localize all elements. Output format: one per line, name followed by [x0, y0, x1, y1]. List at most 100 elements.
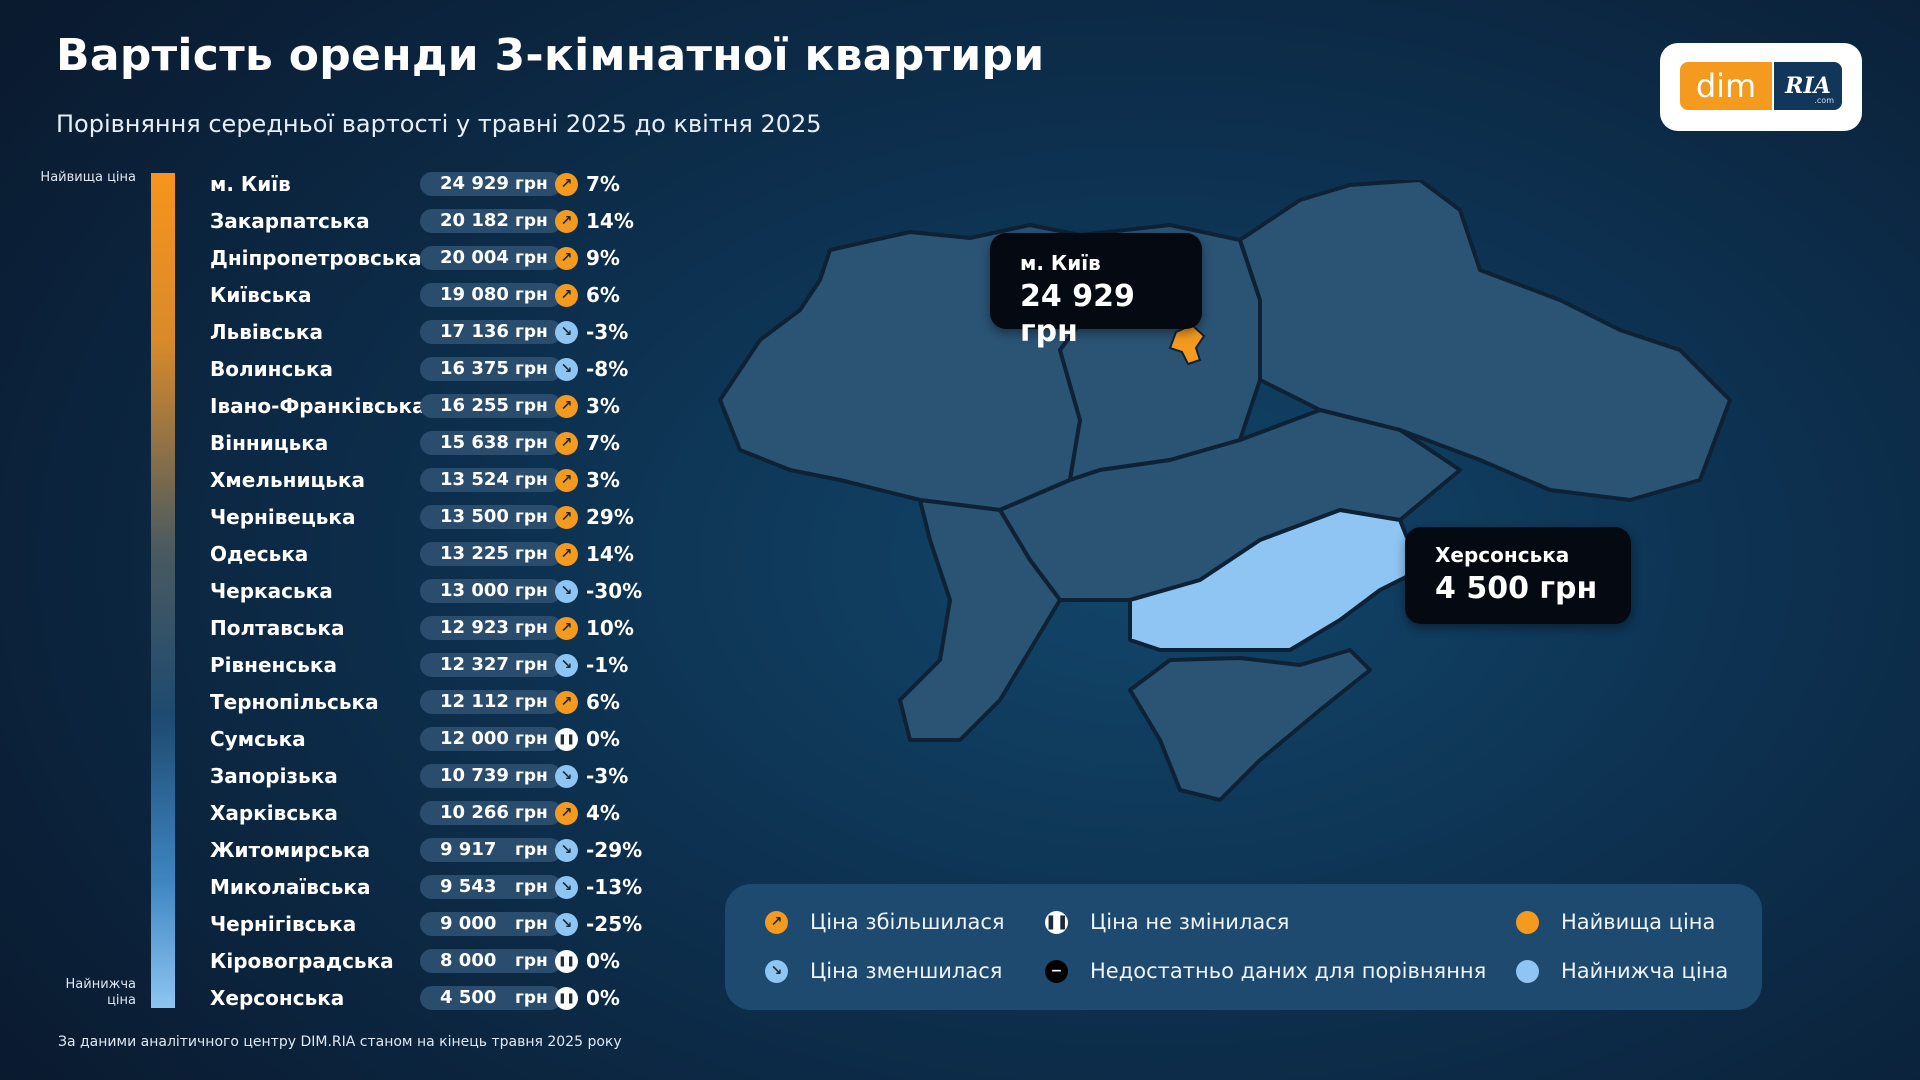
- highest-dot-icon: [1516, 911, 1539, 934]
- table-row: Івано-Франківська 16 255 грн ↗ 3%: [0, 391, 660, 421]
- currency-label: грн: [515, 248, 548, 268]
- price-pill: [420, 949, 562, 973]
- region-name: Рівненська: [210, 653, 337, 677]
- callout-kherson-name: Херсонська: [1435, 543, 1570, 567]
- pause-icon: ❚❚: [555, 950, 578, 973]
- price-value: 19 080: [440, 284, 509, 305]
- arrow-down-right-icon: ↘: [555, 839, 578, 862]
- change-percent: -3%: [586, 320, 629, 344]
- change-percent: 10%: [586, 616, 634, 640]
- table-row: Херсонська 4 500 грн ❚❚ 0%: [0, 983, 660, 1013]
- table-row: Рівненська 12 327 грн ↘ -1%: [0, 650, 660, 680]
- price-value: 9 917: [440, 839, 497, 860]
- page-title: Вартість оренди 3-кімнатної квартири: [56, 30, 1045, 81]
- arrow-down-right-icon: ↘: [555, 876, 578, 899]
- region-name: Черкаська: [210, 579, 333, 603]
- region-name: Полтавська: [210, 616, 345, 640]
- table-row: Хмельницька 13 524 грн ↗ 3%: [0, 465, 660, 495]
- arrow-down-right-icon: ↘: [555, 913, 578, 936]
- price-value: 20 182: [440, 210, 509, 231]
- table-row: Закарпатська 20 182 грн ↗ 14%: [0, 206, 660, 236]
- arrow-up-right-icon: ↗: [555, 284, 578, 307]
- currency-label: грн: [515, 211, 548, 231]
- price-pill: [420, 653, 562, 677]
- table-row: Житомирська 9 917 грн ↘ -29%: [0, 835, 660, 865]
- currency-label: грн: [515, 914, 548, 934]
- price-value: 17 136: [440, 321, 509, 342]
- pause-icon: ❚❚: [555, 987, 578, 1010]
- price-value: 24 929: [440, 173, 509, 194]
- region-name: Хмельницька: [210, 468, 365, 492]
- table-row: Миколаївська 9 543 грн ↘ -13%: [0, 872, 660, 902]
- price-pill: [420, 542, 562, 566]
- logo-suffix: .com: [1814, 96, 1834, 105]
- legend-na-label: Недостатньо даних для порівняння: [1090, 959, 1487, 983]
- ukraine-map: [718, 180, 1732, 802]
- callout-kyiv-name: м. Київ: [1020, 251, 1101, 275]
- region-name: Закарпатська: [210, 209, 370, 233]
- price-value: 9 000: [440, 913, 497, 934]
- arrow-down-right-icon: ↘: [765, 960, 788, 983]
- change-percent: -8%: [586, 357, 629, 381]
- legend: ↗ Ціна збільшилася ↘ Ціна зменшилася ❚❚ …: [725, 884, 1762, 1010]
- region-name: Тернопільська: [210, 690, 379, 714]
- table-row: Вінницька 15 638 грн ↗ 7%: [0, 428, 660, 458]
- change-percent: 6%: [586, 690, 620, 714]
- scale-top-label: Найвища ціна: [40, 170, 136, 185]
- currency-label: грн: [515, 766, 548, 786]
- region-name: Житомирська: [210, 838, 371, 862]
- region-name: Херсонська: [210, 986, 345, 1010]
- arrow-up-right-icon: ↗: [555, 432, 578, 455]
- change-percent: 14%: [586, 542, 634, 566]
- legend-highest-label: Найвища ціна: [1561, 910, 1716, 934]
- arrow-down-right-icon: ↘: [555, 321, 578, 344]
- change-percent: 9%: [586, 246, 620, 270]
- map-region-kherson: [1128, 508, 1422, 652]
- arrow-up-right-icon: ↗: [555, 395, 578, 418]
- arrow-down-right-icon: ↘: [555, 580, 578, 603]
- currency-label: грн: [515, 618, 548, 638]
- price-value: 4 500: [440, 987, 497, 1008]
- currency-label: грн: [515, 692, 548, 712]
- currency-label: грн: [515, 285, 548, 305]
- price-pill: [420, 320, 562, 344]
- change-percent: -3%: [586, 764, 629, 788]
- region-name: Львівська: [210, 320, 323, 344]
- change-percent: -1%: [586, 653, 629, 677]
- region-name: Одеська: [210, 542, 309, 566]
- arrow-up-right-icon: ↗: [555, 543, 578, 566]
- table-row: м. Київ 24 929 грн ↗ 7%: [0, 169, 660, 199]
- callout-kyiv-value: 24 929 грн: [1020, 279, 1135, 349]
- table-row: Запорізька 10 739 грн ↘ -3%: [0, 761, 660, 791]
- currency-label: грн: [515, 507, 548, 527]
- region-name: Вінницька: [210, 431, 329, 455]
- change-percent: -25%: [586, 912, 643, 936]
- currency-label: грн: [515, 581, 548, 601]
- table-row: Одеська 13 225 грн ↗ 14%: [0, 539, 660, 569]
- page-subtitle: Порівняння середньої вартості у травні 2…: [56, 110, 822, 138]
- table-row: Кіровоградська 8 000 грн ❚❚ 0%: [0, 946, 660, 976]
- price-value: 10 266: [440, 802, 509, 823]
- arrow-down-right-icon: ↘: [555, 654, 578, 677]
- price-pill: [420, 283, 562, 307]
- region-name: м. Київ: [210, 172, 291, 196]
- price-value: 20 004: [440, 247, 509, 268]
- table-row: Чернівецька 13 500 грн ↗ 29%: [0, 502, 660, 532]
- change-percent: -29%: [586, 838, 643, 862]
- change-percent: 7%: [586, 431, 620, 455]
- change-percent: 3%: [586, 468, 620, 492]
- scale-bottom-label: Найнижча ціна: [65, 977, 137, 1008]
- map-kyiv-city: [1168, 323, 1206, 366]
- currency-label: грн: [515, 951, 548, 971]
- table-row: Київська 19 080 грн ↗ 6%: [0, 280, 660, 310]
- currency-label: грн: [515, 655, 548, 675]
- region-name: Чернігівська: [210, 912, 357, 936]
- region-name: Кіровоградська: [210, 949, 394, 973]
- price-pill: [420, 357, 562, 381]
- region-name: Миколаївська: [210, 875, 371, 899]
- price-value: 8 000: [440, 950, 497, 971]
- currency-label: грн: [515, 174, 548, 194]
- arrow-up-right-icon: ↗: [555, 247, 578, 270]
- change-percent: 29%: [586, 505, 634, 529]
- price-pill: [420, 764, 562, 788]
